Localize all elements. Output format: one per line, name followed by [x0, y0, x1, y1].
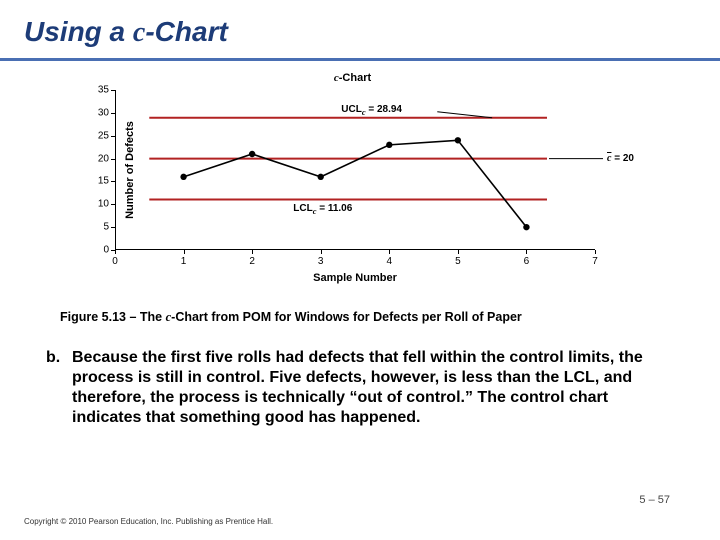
x-tick-mark — [184, 250, 185, 254]
x-tick-mark — [595, 250, 596, 254]
chart-title-rest: -Chart — [339, 72, 371, 84]
page-number: 5 – 57 — [639, 494, 670, 506]
ucl-annotation: UCLc = 28.94 — [341, 104, 402, 117]
caption-suffix: -Chart from POM for Windows for Defects … — [171, 310, 522, 324]
x-tick-label: 6 — [524, 256, 530, 267]
x-tick-label: 0 — [112, 256, 118, 267]
center-annotation: c = 20 — [607, 153, 634, 164]
y-tick-mark — [111, 181, 115, 182]
y-tick-label: 20 — [98, 153, 109, 164]
y-tick-label: 10 — [98, 199, 109, 210]
y-tick-mark — [111, 227, 115, 228]
title-divider — [0, 58, 720, 61]
x-tick-mark — [252, 250, 253, 254]
title-prefix: Using a — [24, 16, 133, 47]
lcl-annotation: LCLc = 11.06 — [293, 203, 352, 216]
chart-title: c-Chart — [334, 72, 371, 84]
x-tick-label: 1 — [181, 256, 187, 267]
slide: Using a c-Chart c-Chart Number of Defect… — [0, 0, 720, 540]
x-tick-mark — [321, 250, 322, 254]
x-tick-mark — [115, 250, 116, 254]
y-tick-label: 15 — [98, 176, 109, 187]
plot-area: Number of Defects Sample Number 05101520… — [115, 90, 595, 250]
x-tick-label: 2 — [249, 256, 255, 267]
x-tick-label: 5 — [455, 256, 461, 267]
x-tick-mark — [389, 250, 390, 254]
data-marker — [249, 151, 255, 157]
x-tick-label: 7 — [592, 256, 598, 267]
data-marker — [180, 174, 186, 180]
y-tick-label: 30 — [98, 107, 109, 118]
figure-caption: Figure 5.13 – The c-Chart from POM for W… — [60, 310, 522, 325]
y-tick-label: 0 — [103, 245, 109, 256]
x-tick-label: 4 — [387, 256, 393, 267]
y-tick-mark — [111, 136, 115, 137]
page-title: Using a c-Chart — [24, 16, 228, 49]
title-suffix: -Chart — [145, 16, 227, 47]
c-chart: c-Chart Number of Defects Sample Number … — [70, 72, 635, 287]
y-tick-label: 35 — [98, 85, 109, 96]
copyright: Copyright © 2010 Pearson Education, Inc.… — [24, 517, 273, 526]
x-axis-label: Sample Number — [313, 272, 397, 284]
x-tick-mark — [458, 250, 459, 254]
y-tick-mark — [111, 90, 115, 91]
y-tick-label: 5 — [103, 222, 109, 233]
data-marker — [523, 224, 529, 230]
y-tick-mark — [111, 113, 115, 114]
body-content: Because the first five rolls had defects… — [72, 348, 662, 428]
data-line — [184, 140, 527, 227]
y-tick-mark — [111, 204, 115, 205]
y-tick-mark — [111, 159, 115, 160]
x-tick-mark — [526, 250, 527, 254]
y-tick-label: 25 — [98, 130, 109, 141]
x-tick-label: 3 — [318, 256, 324, 267]
data-marker — [386, 142, 392, 148]
data-marker — [318, 174, 324, 180]
caption-prefix: Figure 5.13 – The — [60, 310, 166, 324]
body-label: b. — [46, 348, 72, 368]
body-text: b.Because the first five rolls had defec… — [46, 348, 674, 428]
title-c: c — [133, 17, 145, 48]
data-marker — [455, 137, 461, 143]
